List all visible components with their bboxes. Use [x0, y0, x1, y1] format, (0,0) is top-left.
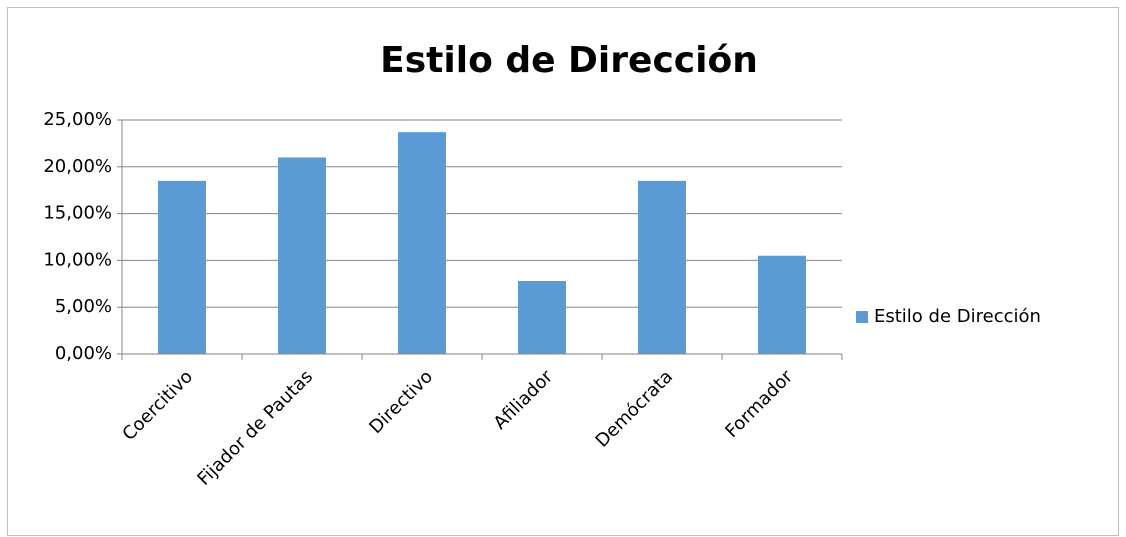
bar [638, 180, 686, 354]
y-tick-label: 25,00% [43, 109, 112, 130]
y-tick-label: 0,00% [55, 343, 112, 364]
chart-title: Estilo de Dirección [380, 40, 758, 81]
y-tick-label: 20,00% [43, 156, 112, 177]
legend-swatch [856, 311, 868, 323]
bar [158, 180, 206, 354]
y-tick-label: 5,00% [55, 296, 112, 317]
bar [398, 132, 446, 354]
y-tick-label: 15,00% [43, 203, 112, 224]
bar [518, 280, 566, 354]
legend-label: Estilo de Dirección [874, 306, 1041, 327]
bar [278, 157, 326, 354]
y-tick-label: 10,00% [43, 249, 112, 270]
bar [758, 255, 806, 354]
